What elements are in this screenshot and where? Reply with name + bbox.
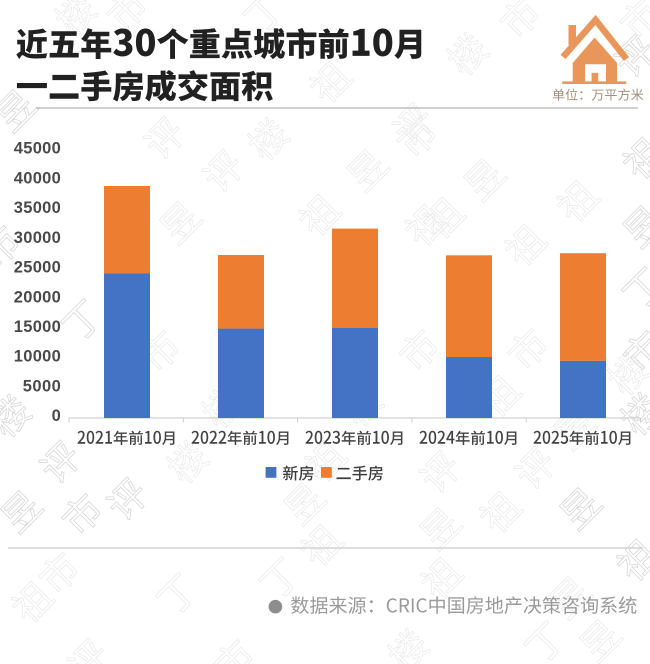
svg-text:5000: 5000: [23, 378, 61, 396]
svg-text:45000: 45000: [14, 140, 61, 158]
svg-text:10000: 10000: [14, 348, 61, 366]
svg-text:30000: 30000: [14, 229, 61, 247]
svg-text:15000: 15000: [14, 318, 61, 336]
svg-text:0: 0: [52, 407, 61, 425]
svg-text:35000: 35000: [14, 199, 61, 217]
svg-text:20000: 20000: [14, 288, 61, 306]
svg-text:25000: 25000: [14, 259, 61, 277]
svg-text:40000: 40000: [14, 169, 61, 187]
